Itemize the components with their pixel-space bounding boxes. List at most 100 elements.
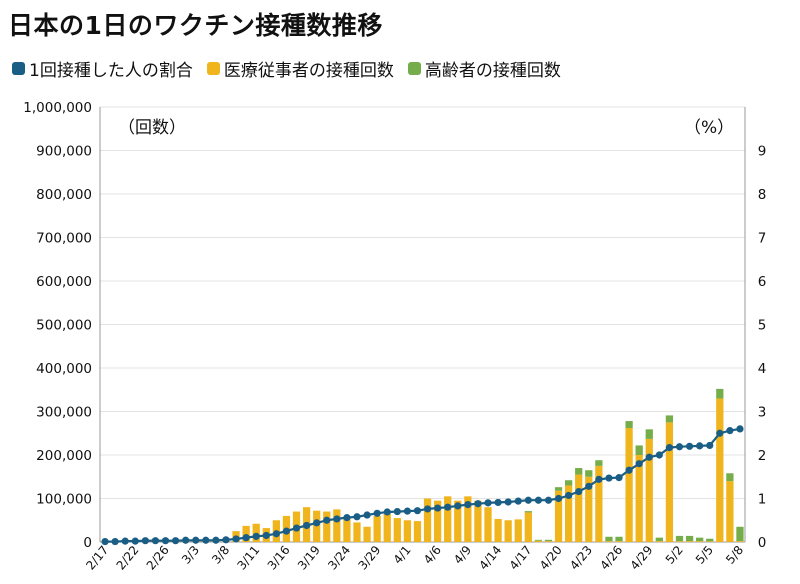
first-dose-point — [716, 429, 724, 437]
first-dose-point — [252, 532, 260, 540]
legend-label-elderly: 高齢者の接種回数 — [424, 61, 561, 81]
x-tick-label: 2/22 — [114, 543, 142, 573]
first-dose-line — [101, 425, 744, 546]
x-tick-label: 3/11 — [234, 543, 262, 573]
x-tick-label: 2/26 — [144, 543, 172, 573]
first-dose-point — [595, 475, 603, 483]
bar-medical-workers — [615, 541, 623, 542]
bar-medical-workers — [716, 398, 724, 542]
left-tick-label: 500,000 — [36, 318, 92, 334]
left-axis: 0 100,000 200,000 300,000 400,000 500,000 600,… — [23, 100, 101, 551]
first-dose-point — [685, 442, 694, 450]
first-dose-point — [434, 504, 442, 512]
left-tick-label: 1,000,000 — [23, 100, 92, 116]
right-tick-label: 9 — [758, 144, 767, 160]
left-tick-label: 0 — [83, 535, 92, 551]
bar-elderly — [565, 480, 573, 486]
first-dose-point — [736, 425, 744, 433]
bar-medical-workers — [565, 485, 573, 542]
first-dose-point — [534, 496, 542, 504]
first-dose-point — [524, 496, 532, 504]
x-tick-label: 3/24 — [325, 543, 353, 573]
first-dose-point — [554, 494, 563, 503]
bar-medical-workers — [655, 541, 663, 542]
bar-elderly — [615, 536, 623, 542]
x-tick-label: 4/9 — [451, 543, 474, 567]
right-unit-label: （%） — [684, 118, 734, 138]
bar-medical-workers — [554, 490, 563, 542]
x-tick-label: 3/19 — [295, 543, 323, 573]
x-tick-label: 4/6 — [421, 543, 444, 567]
first-dose-point — [232, 535, 240, 543]
x-tick-label: 3/16 — [265, 543, 293, 573]
legend-swatch-elderly — [407, 62, 421, 75]
bar-elderly — [665, 415, 674, 423]
right-tick-label: 8 — [758, 187, 767, 203]
first-dose-point — [303, 521, 311, 530]
bar-medical-workers — [423, 498, 432, 542]
first-dose-point — [494, 498, 502, 507]
first-dose-point — [282, 527, 291, 535]
first-dose-point — [292, 524, 301, 532]
x-tick-label: 4/29 — [628, 543, 656, 573]
first-dose-point — [504, 498, 512, 506]
first-dose-point — [575, 487, 583, 496]
x-tick-label: 5/5 — [693, 543, 716, 567]
left-tick-label: 300,000 — [36, 405, 92, 421]
bar-medical-workers — [524, 512, 532, 542]
left-unit-label: （回数） — [118, 118, 186, 138]
bar-medical-workers — [736, 541, 744, 542]
bar-medical-workers — [645, 438, 653, 542]
bar-medical-workers — [706, 541, 714, 542]
right-tick-label: 4 — [758, 361, 767, 377]
bar-medical-workers — [685, 541, 694, 542]
first-dose-point — [363, 511, 371, 519]
bar-medical-workers — [433, 500, 442, 542]
first-dose-point — [615, 474, 623, 482]
first-dose-point — [212, 536, 220, 544]
legend-item-first-dose-rate: 1回接種した人の割合 — [12, 56, 193, 81]
right-tick-label: 5 — [758, 318, 767, 334]
bar-medical-workers — [575, 474, 583, 542]
left-tick-label: 600,000 — [36, 274, 92, 290]
legend: 1回接種した人の割合 医療従事者の接種回数 高齢者の接種回数 — [12, 56, 561, 81]
bar-medical-workers — [635, 455, 643, 542]
x-tick-label: 3/29 — [355, 543, 383, 573]
x-tick-label: 5/2 — [663, 543, 686, 567]
x-tick-label: 4/20 — [537, 543, 565, 573]
bar-medical-workers — [696, 541, 704, 542]
first-dose-point — [353, 513, 361, 521]
bar-medical-workers — [242, 525, 250, 542]
first-dose-point — [313, 519, 321, 527]
bar-elderly — [675, 535, 684, 542]
bar-medical-workers — [665, 422, 674, 542]
bar-medical-workers — [605, 541, 613, 542]
bar-medical-workers — [373, 515, 381, 542]
first-dose-point — [565, 491, 573, 500]
first-dose-point — [696, 442, 704, 450]
x-tick-label: 4/26 — [597, 543, 625, 573]
first-dose-point — [182, 536, 190, 544]
legend-label-first-dose-rate: 1回接種した人の割合 — [29, 61, 193, 81]
left-tick-label: 800,000 — [36, 187, 92, 203]
bar-medical-workers — [454, 500, 462, 542]
bar-medical-workers — [444, 496, 452, 542]
first-dose-point — [272, 530, 280, 538]
legend-swatch-first-dose-rate — [12, 62, 25, 75]
first-dose-point — [111, 537, 119, 546]
bar-elderly — [524, 511, 532, 513]
first-dose-point — [514, 497, 522, 505]
first-dose-point — [262, 531, 270, 540]
first-dose-point — [101, 537, 109, 546]
x-tick-label: 4/17 — [507, 543, 535, 573]
legend-item-elderly: 高齢者の接種回数 — [407, 56, 561, 81]
first-dose-point — [645, 453, 653, 461]
bar-medical-workers — [403, 520, 412, 542]
bar-medical-workers — [333, 509, 341, 542]
bar-elderly — [706, 538, 714, 542]
first-dose-point — [675, 443, 684, 451]
bar-medical-workers — [393, 518, 401, 542]
first-dose-point — [605, 474, 613, 482]
first-dose-point — [484, 499, 492, 507]
